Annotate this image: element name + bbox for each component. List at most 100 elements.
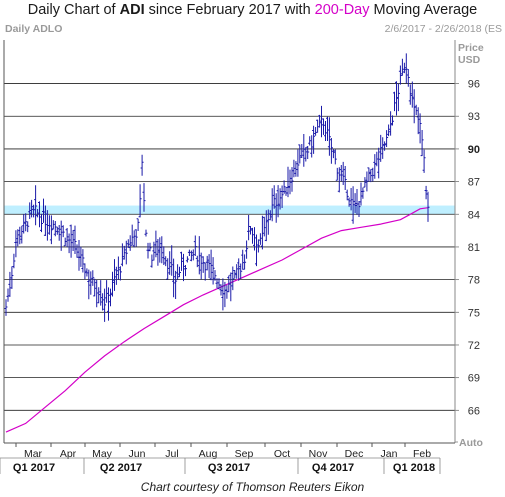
quarter-label: Q4 2017: [312, 462, 354, 474]
price-bar: [373, 154, 377, 179]
price-bar: [270, 188, 274, 222]
price-bar: [278, 188, 282, 210]
price-bar: [258, 233, 262, 245]
price-bar: [150, 254, 154, 268]
price-bar: [75, 244, 79, 258]
price-bar: [243, 254, 247, 270]
month-label: Mar: [24, 448, 43, 460]
price-bar: [89, 271, 93, 295]
price-bar: [324, 121, 327, 141]
price-bar: [47, 215, 51, 235]
price-bar: [189, 250, 193, 262]
price-bar: [124, 240, 128, 265]
month-label: Oct: [274, 448, 290, 460]
price-bar: [396, 83, 400, 112]
price-bar: [53, 221, 57, 237]
price-bar: [288, 169, 292, 195]
series-caption: Daily ADLO: [5, 23, 63, 35]
price-label: Price: [458, 42, 484, 54]
price-bar: [22, 214, 26, 234]
price-bar: [32, 204, 36, 218]
price-bar: [107, 287, 110, 321]
price-bar: [231, 266, 235, 291]
price-bar: [134, 229, 138, 247]
price-bar: [128, 235, 132, 251]
y-tick-label: 72: [468, 340, 480, 352]
price-bar: [247, 215, 251, 241]
price-bar: [152, 241, 156, 261]
price-bar: [416, 107, 420, 135]
price-bar: [130, 224, 134, 246]
price-bar: [178, 266, 181, 278]
price-bar: [154, 230, 158, 258]
price-bar: [369, 169, 373, 183]
price-bar: [367, 167, 371, 182]
price-bar: [341, 161, 345, 185]
price-bar: [207, 254, 211, 278]
month-label: May: [92, 448, 113, 460]
price-bar: [87, 269, 91, 300]
price-bar: [42, 198, 45, 223]
price-bar: [184, 265, 187, 277]
price-bar: [395, 81, 398, 116]
price-bar: [314, 127, 318, 136]
quarter-label: Q1 2017: [13, 462, 55, 474]
price-bar: [73, 225, 77, 254]
price-bar: [268, 210, 272, 221]
price-bar: [40, 213, 43, 233]
price-bar: [237, 258, 241, 281]
price-bar: [351, 186, 355, 224]
price-bar: [322, 118, 325, 135]
price-bar: [114, 266, 118, 285]
price-bar: [4, 299, 8, 316]
title-ma: 200-Day: [314, 2, 370, 18]
price-bar: [71, 230, 75, 251]
price-bar: [329, 138, 333, 164]
y-tick-label: 93: [468, 111, 480, 123]
price-bar: [79, 246, 83, 267]
price-bar: [43, 205, 47, 236]
price-bar: [410, 81, 414, 108]
price-bar: [18, 226, 22, 245]
price-bar: [310, 135, 314, 158]
price-bar: [63, 237, 67, 247]
price-bar: [199, 252, 203, 280]
price-bar: [251, 227, 254, 244]
price-bar: [393, 91, 396, 112]
price-bar: [308, 136, 312, 146]
price-bar: [306, 146, 310, 159]
price-bar: [10, 266, 14, 289]
quarter-label: Q3 2017: [208, 462, 250, 474]
price-bar: [326, 116, 329, 141]
price-bar: [359, 182, 363, 206]
price-bar: [99, 280, 103, 306]
price-bar: [383, 141, 387, 151]
price-bar: [187, 249, 191, 256]
price-bar: [221, 278, 225, 311]
price-bar: [256, 239, 260, 253]
price-bar: [266, 209, 270, 235]
price-bar: [294, 161, 298, 177]
price-bar: [412, 89, 416, 124]
price-bar: [30, 199, 34, 218]
price-bar: [239, 263, 243, 279]
price-bar: [158, 237, 162, 263]
price-bar: [168, 251, 172, 275]
price-bar: [335, 167, 339, 181]
price-bar: [113, 259, 116, 291]
price-bar: [132, 230, 136, 248]
price-bar: [146, 242, 150, 259]
price-bar: [284, 187, 288, 196]
price-bar: [14, 230, 18, 258]
price-bar: [83, 263, 87, 280]
month-label: Jan: [381, 448, 398, 460]
price-bar: [345, 189, 349, 201]
price-bar: [166, 258, 170, 280]
price-bar: [55, 226, 59, 235]
price-bar: [217, 278, 221, 290]
price-bar: [414, 104, 418, 115]
price-bar: [272, 185, 276, 209]
price-bar: [381, 137, 385, 159]
price-bar: [170, 245, 174, 276]
price-bar: [176, 264, 180, 280]
